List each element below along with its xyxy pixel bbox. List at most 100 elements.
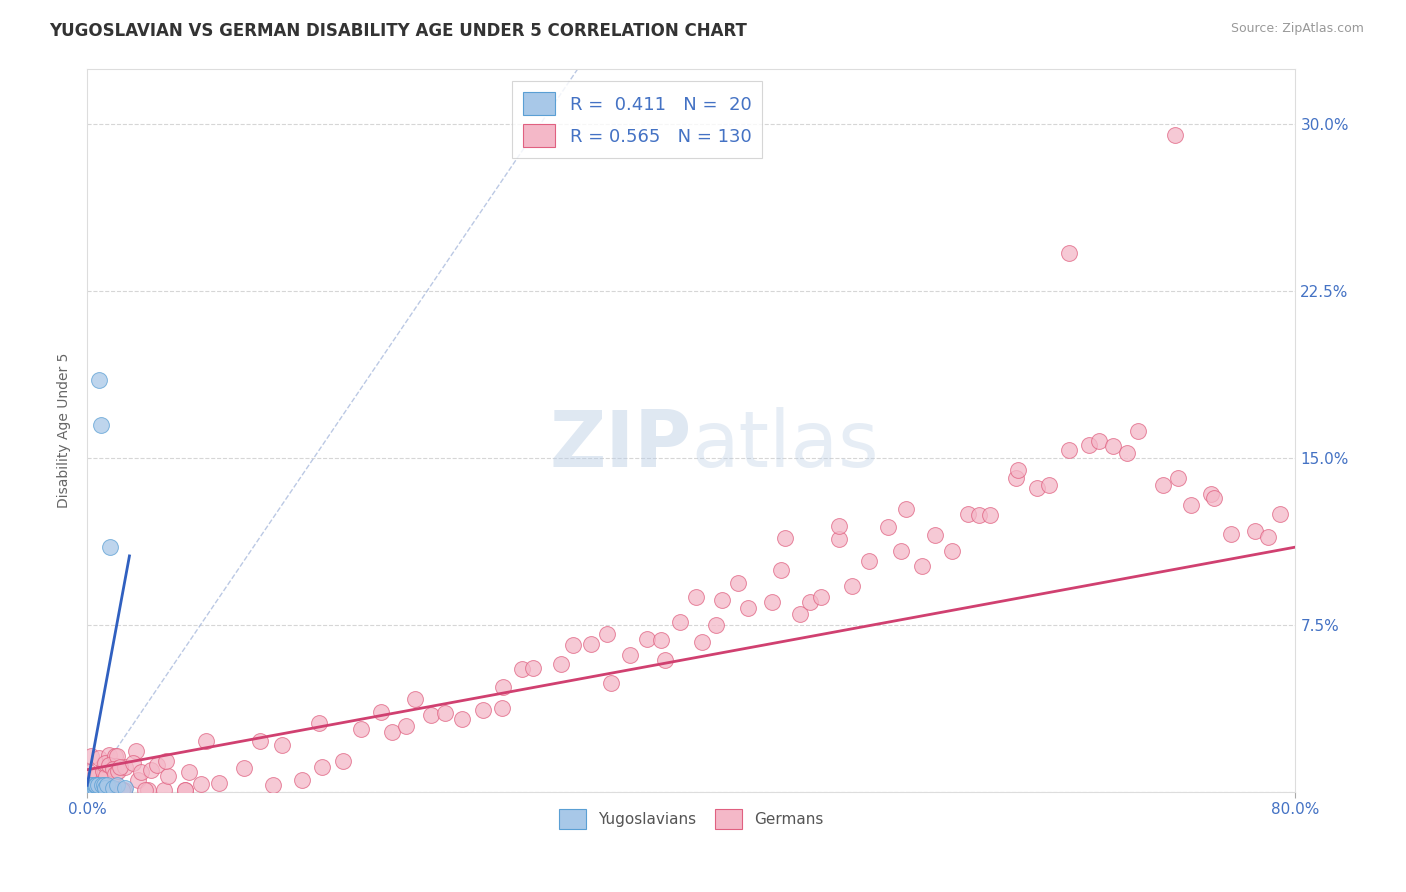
Point <box>80 749 103 764</box>
Point <box>1152 478 1174 492</box>
Point <box>79 780 101 795</box>
Point <box>93 756 115 771</box>
Point <box>94 780 117 795</box>
Point <box>1199 487 1222 501</box>
Point <box>841 579 863 593</box>
Point <box>94 756 117 770</box>
Point <box>404 692 426 706</box>
Point <box>636 632 658 646</box>
Point <box>668 615 690 629</box>
Point <box>761 595 783 609</box>
Point <box>550 657 572 672</box>
Point <box>155 754 177 768</box>
Point <box>711 593 734 607</box>
Point <box>799 595 821 609</box>
Point <box>139 764 162 778</box>
Text: YUGOSLAVIAN VS GERMAN DISABILITY AGE UNDER 5 CORRELATION CHART: YUGOSLAVIAN VS GERMAN DISABILITY AGE UND… <box>49 22 747 40</box>
Point <box>263 778 285 792</box>
Point <box>1087 434 1109 448</box>
Point <box>97 758 120 772</box>
Point <box>91 782 114 797</box>
Point <box>1115 446 1137 460</box>
Point <box>858 554 880 568</box>
Legend: Yugoslavians, Germans: Yugoslavians, Germans <box>553 803 830 835</box>
Point <box>179 765 201 780</box>
Point <box>94 765 117 780</box>
Point <box>96 778 118 792</box>
Point <box>1026 482 1049 496</box>
Point <box>370 705 392 719</box>
Point <box>105 748 128 763</box>
Point <box>79 778 101 792</box>
Point <box>1163 128 1185 143</box>
Point <box>94 769 117 783</box>
Point <box>108 760 131 774</box>
Point <box>308 715 330 730</box>
Point <box>80 778 103 792</box>
Point <box>420 707 443 722</box>
Point <box>704 618 727 632</box>
Point <box>1007 463 1029 477</box>
Point <box>941 544 963 558</box>
Point <box>91 764 114 778</box>
Point <box>492 680 515 694</box>
Point <box>770 563 793 577</box>
Point <box>100 759 122 773</box>
Point <box>84 778 107 792</box>
Point <box>173 782 195 797</box>
Point <box>103 749 125 764</box>
Point <box>83 770 105 784</box>
Point <box>105 782 128 797</box>
Point <box>127 772 149 787</box>
Point <box>107 764 129 778</box>
Point <box>395 719 418 733</box>
Point <box>98 540 121 554</box>
Point <box>101 763 124 777</box>
Point <box>1057 246 1080 260</box>
Point <box>311 760 333 774</box>
Point <box>890 543 912 558</box>
Point <box>83 780 105 795</box>
Point <box>512 662 534 676</box>
Point <box>271 738 294 752</box>
Point <box>97 747 120 762</box>
Point <box>87 768 110 782</box>
Point <box>596 627 619 641</box>
Point <box>967 508 990 522</box>
Point <box>105 778 128 792</box>
Point <box>1204 491 1226 505</box>
Point <box>579 637 602 651</box>
Point <box>433 706 456 720</box>
Point <box>122 756 145 771</box>
Point <box>727 576 749 591</box>
Point <box>146 757 169 772</box>
Point <box>1077 438 1099 452</box>
Point <box>685 590 707 604</box>
Point <box>1167 470 1189 484</box>
Point <box>91 782 114 797</box>
Point <box>249 733 271 747</box>
Point <box>350 722 373 736</box>
Point <box>332 754 354 768</box>
Point <box>114 780 136 795</box>
Point <box>100 782 122 797</box>
Text: Source: ZipAtlas.com: Source: ZipAtlas.com <box>1230 22 1364 36</box>
Point <box>491 700 513 714</box>
Point <box>233 761 256 775</box>
Point <box>522 661 544 675</box>
Point <box>87 778 110 792</box>
Point <box>125 744 148 758</box>
Point <box>207 776 229 790</box>
Point <box>86 782 108 797</box>
Point <box>654 653 676 667</box>
Point <box>692 635 714 649</box>
Point <box>129 765 152 780</box>
Point <box>77 764 100 779</box>
Point <box>599 675 621 690</box>
Point <box>101 780 124 795</box>
Point <box>153 782 176 797</box>
Point <box>190 776 212 790</box>
Point <box>924 528 946 542</box>
Point <box>381 725 404 739</box>
Point <box>894 502 917 516</box>
